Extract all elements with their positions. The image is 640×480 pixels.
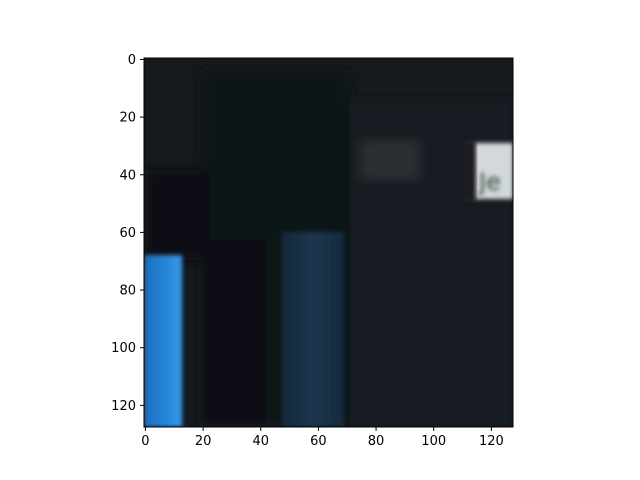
x-tick-label: 60 [310,434,327,449]
dim-blue-panel [282,232,344,427]
sign-text: Je [477,168,501,196]
y-tick-label: 60 [119,226,136,241]
y-axis: 0 20 40 60 80 100 120 [111,53,144,414]
x-tick-label: 40 [252,434,269,449]
y-tick-label: 40 [119,168,136,183]
image-frame [143,57,514,428]
y-tick-label: 100 [111,341,136,356]
faint-sign [360,140,420,180]
photo-image: Je [144,58,513,427]
blue-light-panel [144,255,182,427]
y-tick-label: 20 [119,111,136,126]
white-sign: Je [462,140,513,202]
y-tick-label: 80 [119,284,136,299]
x-tick-label: 20 [195,434,212,449]
x-tick-label: 80 [368,434,385,449]
x-axis: 0 20 40 60 80 100 120 [141,427,504,449]
y-tick-label: 0 [128,53,136,68]
x-tick-label: 100 [421,434,446,449]
y-tick-label: 120 [111,399,136,414]
x-tick-label: 0 [141,434,149,449]
x-tick-label: 120 [479,434,504,449]
